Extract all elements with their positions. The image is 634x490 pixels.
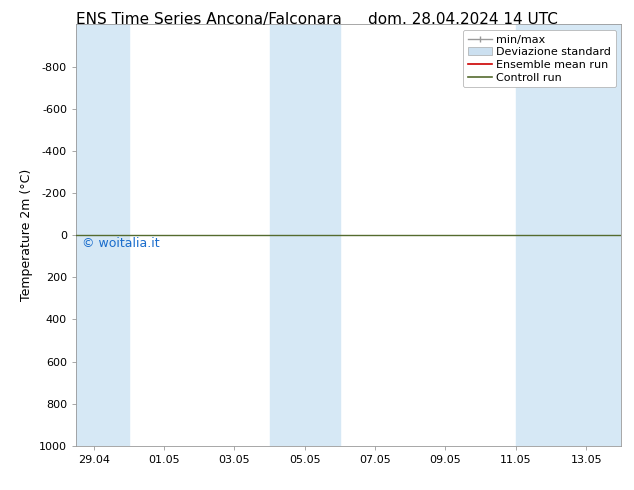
Text: ENS Time Series Ancona/Falconara: ENS Time Series Ancona/Falconara — [76, 12, 342, 27]
Text: © woitalia.it: © woitalia.it — [82, 237, 159, 250]
Legend: min/max, Deviazione standard, Ensemble mean run, Controll run: min/max, Deviazione standard, Ensemble m… — [463, 30, 616, 87]
Text: dom. 28.04.2024 14 UTC: dom. 28.04.2024 14 UTC — [368, 12, 558, 27]
Bar — [269, 24, 340, 446]
Y-axis label: Temperature 2m (°C): Temperature 2m (°C) — [20, 169, 34, 301]
Bar — [76, 24, 129, 446]
Bar — [516, 24, 621, 446]
